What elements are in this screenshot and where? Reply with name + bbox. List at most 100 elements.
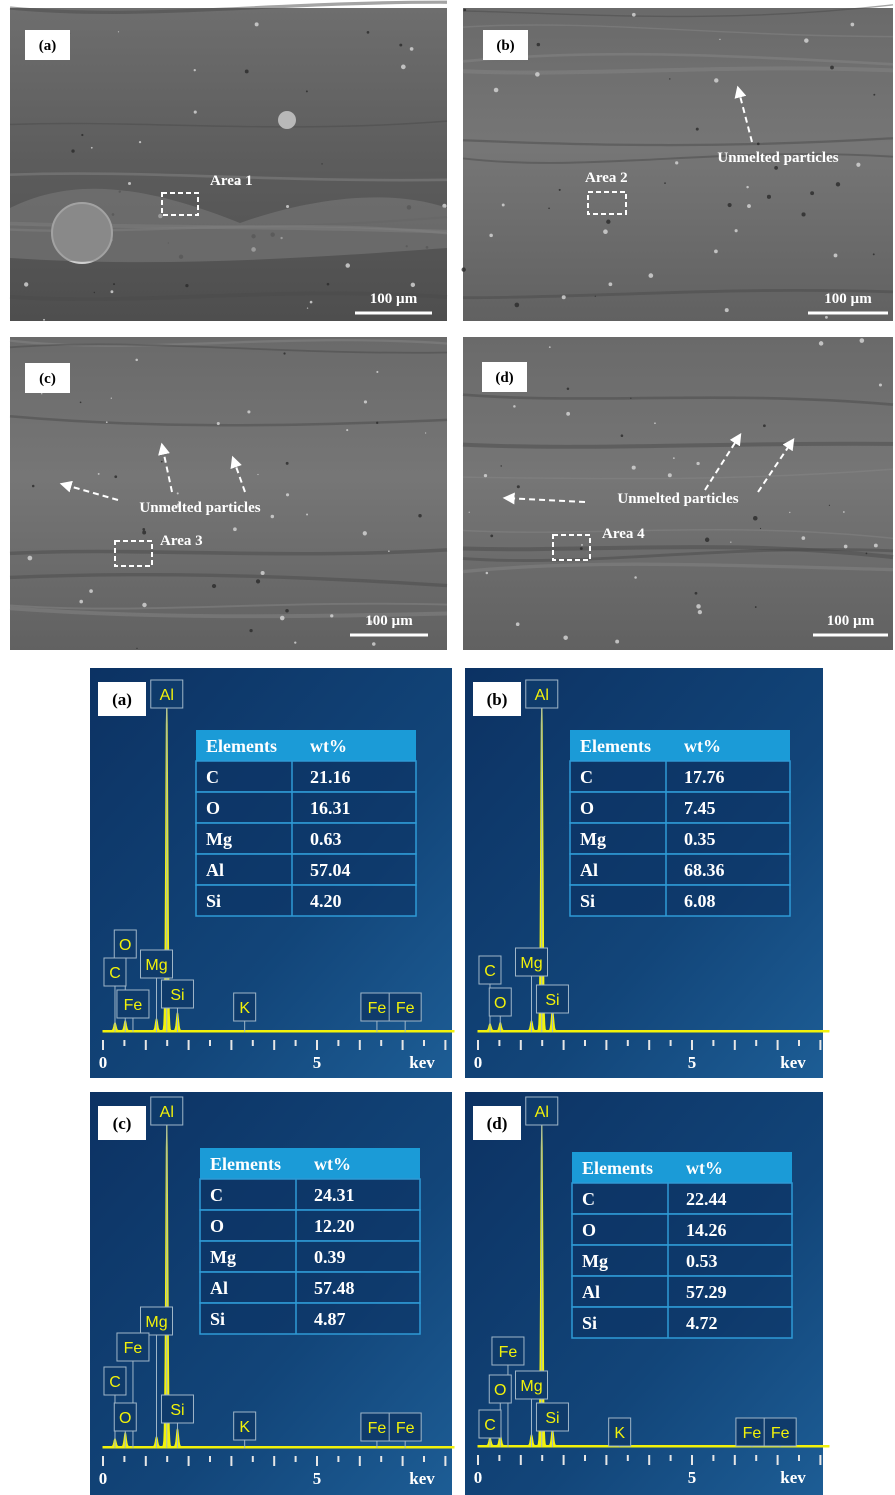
texture	[819, 341, 823, 345]
table-cell: 4.20	[310, 891, 342, 911]
texture	[851, 23, 855, 27]
axis-label: kev	[780, 1053, 806, 1072]
sem-panel: (c)Unmelted particlesArea 3100 µm	[10, 337, 447, 650]
texture	[321, 163, 322, 164]
texture	[535, 72, 540, 77]
table-cell: 0.63	[310, 829, 342, 849]
texture	[142, 528, 145, 531]
texture	[566, 412, 570, 416]
table-cell: Si	[582, 1313, 597, 1333]
peak-label: O	[494, 1382, 506, 1399]
peak-label: Fe	[771, 1425, 790, 1442]
annotation: Unmelted particles	[139, 500, 260, 516]
texture	[306, 513, 308, 515]
texture	[746, 186, 748, 188]
table-cell: 17.76	[684, 767, 725, 787]
texture	[346, 263, 350, 267]
texture	[367, 31, 370, 34]
texture	[548, 207, 550, 209]
texture	[747, 204, 751, 208]
texture	[563, 635, 568, 640]
texture	[462, 267, 466, 271]
texture	[810, 191, 814, 195]
texture	[114, 475, 117, 478]
texture	[581, 544, 583, 546]
texture	[714, 78, 718, 82]
table-cell: 4.87	[314, 1309, 346, 1329]
texture	[80, 402, 82, 404]
texture	[139, 141, 141, 143]
texture	[41, 393, 42, 394]
scale-bar-label: 100 µm	[365, 613, 413, 629]
texture	[28, 556, 33, 561]
table-cell: Si	[210, 1309, 225, 1329]
eds-panel: 05kevAlCMgOSi(b)Elementswt%C17.76O7.45Mg…	[465, 668, 829, 1078]
eds-panel: 05kevAlOCMgFeSiKFeFe(a)Elementswt%C21.16…	[90, 668, 454, 1078]
texture	[603, 229, 608, 234]
panel-label: (b)	[487, 690, 508, 709]
texture	[502, 204, 505, 207]
table-cell: Al	[582, 1282, 600, 1302]
peak-label: Fe	[124, 997, 143, 1014]
table-cell: 0.35	[684, 829, 716, 849]
texture	[675, 161, 678, 164]
texture	[113, 283, 115, 285]
texture	[513, 405, 516, 408]
texture	[81, 134, 83, 136]
texture	[755, 606, 757, 608]
texture	[802, 536, 806, 540]
scale-bar-label: 100 µm	[370, 291, 418, 307]
panel-label: (d)	[495, 370, 513, 386]
texture	[859, 338, 864, 343]
table-row	[200, 1210, 420, 1241]
texture	[376, 422, 378, 424]
texture	[714, 249, 718, 253]
texture	[500, 465, 501, 466]
texture	[830, 66, 834, 70]
texture	[774, 166, 778, 170]
texture	[753, 516, 758, 521]
texture	[247, 410, 250, 413]
axis-label: 0	[474, 1053, 483, 1072]
texture	[664, 182, 666, 184]
table-cell: O	[582, 1220, 596, 1240]
panel-label: (c)	[113, 1114, 132, 1133]
table-cell: 57.04	[310, 860, 351, 880]
texture	[537, 43, 540, 46]
axis-label: 5	[313, 1469, 322, 1488]
texture	[271, 515, 274, 518]
texture	[825, 316, 828, 319]
texture	[255, 22, 259, 26]
texture	[490, 534, 493, 537]
texture	[484, 474, 487, 477]
table-row	[200, 1272, 420, 1303]
texture	[286, 462, 289, 465]
texture	[606, 220, 610, 224]
peak-label: O	[119, 1410, 131, 1427]
peak-label: Fe	[368, 1420, 387, 1437]
texture	[595, 296, 596, 297]
table-row	[196, 761, 416, 792]
texture	[517, 485, 520, 488]
texture	[673, 457, 675, 459]
table-cell: Mg	[210, 1247, 236, 1267]
peak-label: C	[109, 1374, 121, 1391]
texture	[695, 592, 698, 595]
texture	[696, 462, 699, 465]
texture	[388, 550, 390, 552]
texture	[233, 527, 237, 531]
panel-label: (d)	[487, 1114, 508, 1133]
peak-label: Si	[545, 1410, 559, 1427]
texture	[562, 295, 566, 299]
annotation: Area 3	[160, 533, 203, 549]
texture	[469, 512, 470, 513]
texture	[856, 163, 860, 167]
texture	[836, 182, 840, 186]
table-header: Elements	[582, 1158, 653, 1178]
texture	[376, 371, 378, 373]
annotation: Unmelted particles	[717, 150, 838, 166]
texture	[696, 128, 699, 131]
peak-label: Fe	[499, 1344, 518, 1361]
texture	[789, 512, 790, 513]
